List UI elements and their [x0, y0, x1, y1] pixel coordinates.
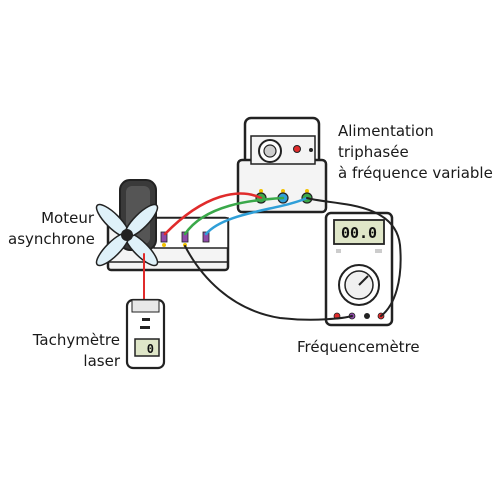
wire-blue [204, 196, 309, 236]
power-red-terminal [293, 145, 301, 153]
motor-label: Moteur asynchrone [8, 209, 95, 248]
wire-red [163, 192, 263, 236]
laser-tachometer: 0 [125, 298, 166, 370]
wire-black-bottom [184, 245, 353, 321]
motor [95, 179, 159, 267]
tachometer-display: 0 [147, 342, 154, 356]
rotary-dial-icon [338, 264, 380, 306]
power-supply-label: Alimentation triphasée à fréquence varia… [338, 122, 493, 182]
frequency-meter-label: Fréquencemètre [297, 338, 420, 356]
multimeter-display: 00.0 [341, 224, 377, 242]
multimeter-sockets [333, 312, 385, 320]
frequency-meter: 00.0 [324, 211, 394, 327]
power-indicator-dot [309, 148, 313, 152]
fan-blade-icon [95, 203, 159, 267]
tachometer-label: Tachymètre laser [32, 331, 120, 370]
wire-green [183, 196, 285, 236]
wire-black-top [306, 197, 402, 317]
power-knob-icon [258, 139, 282, 163]
wires [143, 192, 402, 321]
